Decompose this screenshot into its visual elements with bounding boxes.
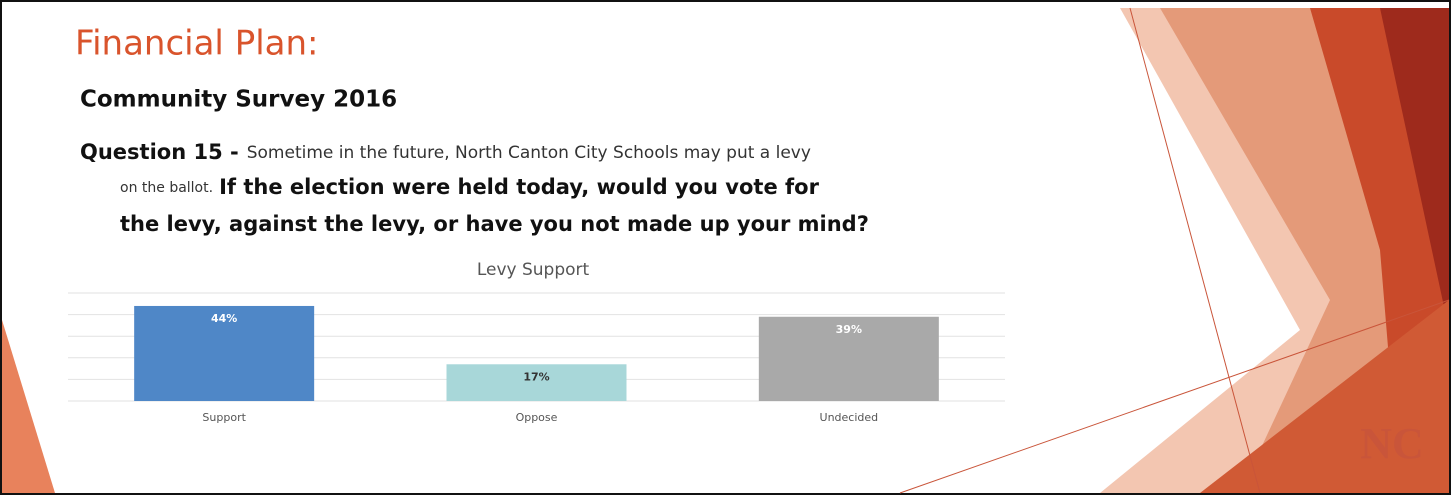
data-label: 44% <box>211 312 237 325</box>
question-line: on the ballot. If the election were held … <box>120 175 820 199</box>
decor <box>1380 8 1449 330</box>
x-tick-label: Undecided <box>820 411 879 424</box>
question-text: on the ballot. <box>120 180 213 196</box>
x-tick-label: Oppose <box>516 411 558 424</box>
data-label: 17% <box>523 370 549 383</box>
slide-subtitle: Community Survey 2016 <box>80 87 397 113</box>
question-line: the levy, against the levy, or have you … <box>120 212 869 236</box>
data-label: 39% <box>836 323 862 336</box>
chart-title: Levy Support <box>477 260 590 280</box>
decor-line <box>899 299 1450 494</box>
decor-line <box>1129 7 1261 494</box>
question-text: If the election were held today, would y… <box>219 175 819 199</box>
x-tick-label: Support <box>202 411 246 424</box>
decor <box>2 320 55 493</box>
question-text: Sometime in the future, North Canton Cit… <box>247 143 811 163</box>
slide-title: Financial Plan: <box>75 24 318 64</box>
question-label: Question 15 - <box>80 140 239 164</box>
decor <box>1200 300 1449 493</box>
bar <box>446 364 627 401</box>
logo: NC <box>1360 419 1424 468</box>
question-line: Question 15 - Sometime in the future, Nor… <box>80 140 811 164</box>
bar <box>134 305 315 401</box>
bar <box>758 316 939 401</box>
